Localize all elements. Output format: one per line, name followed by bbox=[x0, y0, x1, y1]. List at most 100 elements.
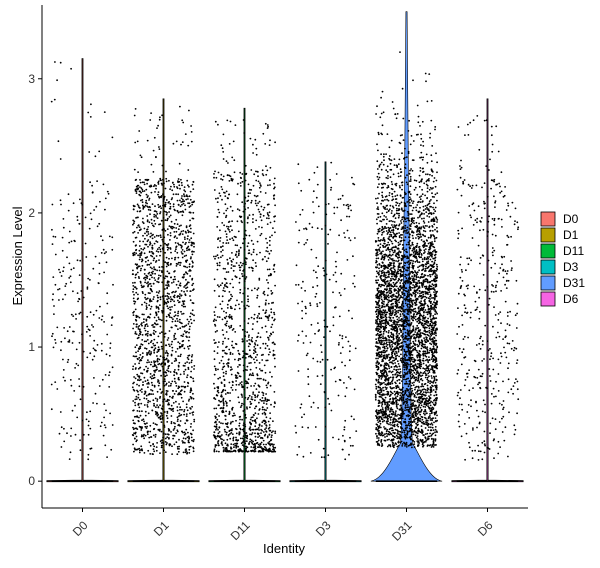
data-point bbox=[56, 326, 59, 329]
data-point bbox=[182, 273, 185, 276]
data-point bbox=[175, 218, 178, 221]
data-point bbox=[237, 349, 240, 352]
data-point bbox=[252, 393, 255, 395]
data-point bbox=[142, 208, 145, 210]
data-point bbox=[309, 341, 312, 344]
data-point bbox=[189, 227, 192, 230]
data-point bbox=[163, 384, 166, 387]
data-point bbox=[171, 340, 174, 343]
data-point bbox=[321, 358, 324, 361]
data-point bbox=[404, 236, 407, 239]
data-point bbox=[166, 369, 169, 372]
data-point bbox=[328, 278, 331, 281]
data-point bbox=[163, 433, 165, 435]
data-point bbox=[135, 323, 138, 326]
data-point bbox=[176, 429, 179, 432]
data-point bbox=[171, 197, 174, 199]
data-point bbox=[261, 258, 264, 261]
data-point bbox=[217, 389, 219, 392]
data-point bbox=[240, 404, 243, 407]
data-point bbox=[222, 406, 225, 409]
data-point bbox=[244, 233, 246, 236]
data-point bbox=[348, 215, 351, 218]
data-point bbox=[138, 325, 141, 327]
data-point bbox=[223, 191, 225, 194]
data-point bbox=[244, 208, 247, 211]
data-point bbox=[75, 362, 78, 365]
data-point bbox=[84, 216, 87, 219]
data-point bbox=[132, 297, 135, 300]
data-point bbox=[418, 343, 421, 345]
data-point bbox=[138, 406, 141, 409]
data-point bbox=[213, 365, 216, 368]
data-point bbox=[76, 215, 79, 218]
data-point bbox=[179, 406, 182, 409]
data-point bbox=[250, 199, 253, 202]
data-point bbox=[233, 235, 236, 238]
data-point bbox=[168, 437, 170, 440]
data-point bbox=[245, 416, 247, 419]
data-point bbox=[235, 262, 238, 264]
data-point bbox=[136, 428, 139, 430]
data-point bbox=[182, 303, 185, 306]
data-point bbox=[416, 282, 419, 284]
data-point bbox=[51, 243, 54, 246]
data-point bbox=[230, 386, 233, 389]
data-point bbox=[213, 373, 216, 376]
data-point bbox=[254, 262, 257, 264]
data-point bbox=[405, 232, 407, 234]
data-point bbox=[220, 437, 222, 440]
data-point bbox=[237, 445, 240, 448]
data-point bbox=[151, 255, 154, 258]
data-point bbox=[353, 418, 355, 421]
data-point bbox=[143, 452, 146, 454]
data-point bbox=[166, 351, 169, 354]
data-point bbox=[424, 251, 426, 253]
data-point bbox=[307, 426, 309, 429]
data-point bbox=[140, 372, 142, 374]
data-point bbox=[166, 228, 169, 231]
data-point bbox=[165, 301, 167, 304]
data-point bbox=[254, 356, 257, 359]
data-point bbox=[342, 204, 345, 206]
data-point bbox=[159, 116, 161, 119]
data-point bbox=[227, 242, 230, 244]
data-point bbox=[158, 259, 160, 261]
data-point bbox=[178, 301, 181, 303]
data-point bbox=[132, 288, 135, 291]
data-point bbox=[229, 353, 232, 355]
data-point bbox=[161, 311, 164, 314]
data-point bbox=[183, 431, 186, 434]
data-point bbox=[164, 242, 166, 245]
data-point bbox=[147, 351, 150, 354]
data-point bbox=[305, 227, 307, 230]
data-point bbox=[232, 450, 235, 452]
data-point bbox=[143, 340, 146, 343]
data-point bbox=[345, 387, 348, 389]
data-point bbox=[132, 253, 135, 256]
data-point bbox=[156, 411, 158, 414]
data-point bbox=[133, 432, 136, 435]
data-point bbox=[177, 299, 179, 302]
data-point bbox=[218, 264, 221, 267]
data-point bbox=[181, 233, 184, 236]
data-point bbox=[267, 287, 270, 290]
data-point bbox=[247, 298, 250, 301]
data-point bbox=[256, 377, 259, 380]
data-point bbox=[383, 381, 385, 384]
data-point bbox=[244, 432, 246, 435]
data-point bbox=[252, 443, 255, 446]
data-point bbox=[388, 220, 391, 223]
data-point bbox=[229, 305, 232, 308]
data-point bbox=[408, 119, 410, 122]
data-point bbox=[141, 391, 143, 393]
data-point bbox=[248, 266, 251, 269]
data-point bbox=[154, 433, 157, 436]
data-point bbox=[143, 376, 146, 379]
data-point bbox=[236, 371, 239, 374]
data-point bbox=[162, 307, 165, 309]
data-point bbox=[186, 179, 189, 182]
data-point bbox=[217, 238, 219, 241]
data-point bbox=[222, 175, 225, 178]
data-point bbox=[189, 219, 191, 222]
